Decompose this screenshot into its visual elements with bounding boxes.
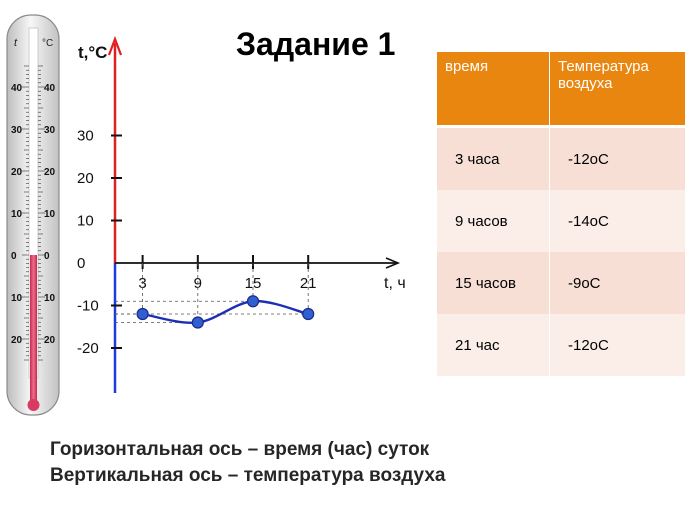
thermometer-label: 30 [11, 125, 23, 136]
data-point [136, 307, 149, 321]
slide-title: Задание 1 [236, 26, 396, 62]
thermometer-unit-right: °C [42, 38, 53, 49]
thermometer-label: 10 [11, 293, 23, 304]
y-axis-arrow [107, 35, 123, 56]
y-tick-label: 10 [77, 213, 94, 230]
temperature-line [142, 300, 309, 325]
y-tick-label: -10 [77, 298, 99, 315]
thermometer-label: 10 [11, 209, 23, 220]
table-cell-temperature: -12oC [549, 126, 686, 190]
temperature-table: время Температура воздуха 3 часа -12oC 9… [437, 52, 686, 376]
table-row: 21 час -12oC [437, 314, 686, 376]
x-axis-arrow [385, 257, 401, 269]
x-axis-label: t, ч [384, 275, 406, 292]
thermometer-scale: 40 40 30 30 20 20 10 10 0 0 10 10 20 20 [11, 65, 56, 361]
thermometer-label: 20 [44, 335, 56, 346]
table-cell-temperature: -12oC [549, 314, 686, 376]
y-tick-label: -20 [77, 340, 99, 357]
data-point [246, 295, 260, 308]
table-cell-time: 15 часов [437, 252, 550, 314]
table-row: 15 часов -9oC [437, 252, 686, 314]
table-header-time: время [437, 52, 550, 128]
thermometer-label: 20 [44, 167, 56, 178]
caption-horizontal-axis: Горизонтальная ось – время (час) суток [50, 439, 430, 460]
table-cell-temperature: -9oC [549, 252, 686, 314]
table-cell-time: 21 час [437, 314, 550, 376]
table-header-temperature: Температура воздуха [549, 52, 686, 128]
thermometer-label: 20 [11, 167, 23, 178]
table-row: 3 часа -12oC [437, 126, 686, 190]
table-header-row: время Температура воздуха [437, 52, 686, 128]
y-axis-label: t,°C [78, 43, 107, 62]
y-tick-label: 20 [77, 170, 94, 187]
table-cell-time: 3 часа [437, 126, 550, 190]
thermometer-label: 30 [44, 125, 56, 136]
thermometer-label: 40 [11, 83, 23, 94]
thermometer-label: 0 [11, 251, 17, 262]
y-tick-label: 0 [77, 255, 85, 272]
axis-caption: Горизонтальная ось – время (час) суток В… [50, 437, 445, 489]
thermometer-label: 10 [44, 209, 56, 220]
thermometer-bulb [27, 399, 40, 411]
data-point [302, 307, 315, 321]
thermometer-unit-left: t [14, 37, 18, 49]
table-cell-time: 9 часов [437, 190, 550, 252]
table-row: 9 часов -14oC [437, 190, 686, 252]
table-cell-temperature: -14oC [549, 190, 686, 252]
thermometer-label: 20 [11, 335, 23, 346]
data-point [191, 316, 204, 329]
thermometer-label: 40 [44, 83, 56, 94]
thermometer-label: 10 [44, 293, 56, 304]
thermometer-mercury [30, 255, 37, 405]
caption-vertical-axis: Вертикальная ось – температура воздуха [50, 465, 446, 486]
thermometer-label: 0 [44, 251, 50, 262]
y-tick-label: 30 [77, 128, 94, 145]
thermometer-illustration: 40 40 30 30 20 20 10 10 0 0 10 10 20 20 t °C [6, 14, 60, 416]
